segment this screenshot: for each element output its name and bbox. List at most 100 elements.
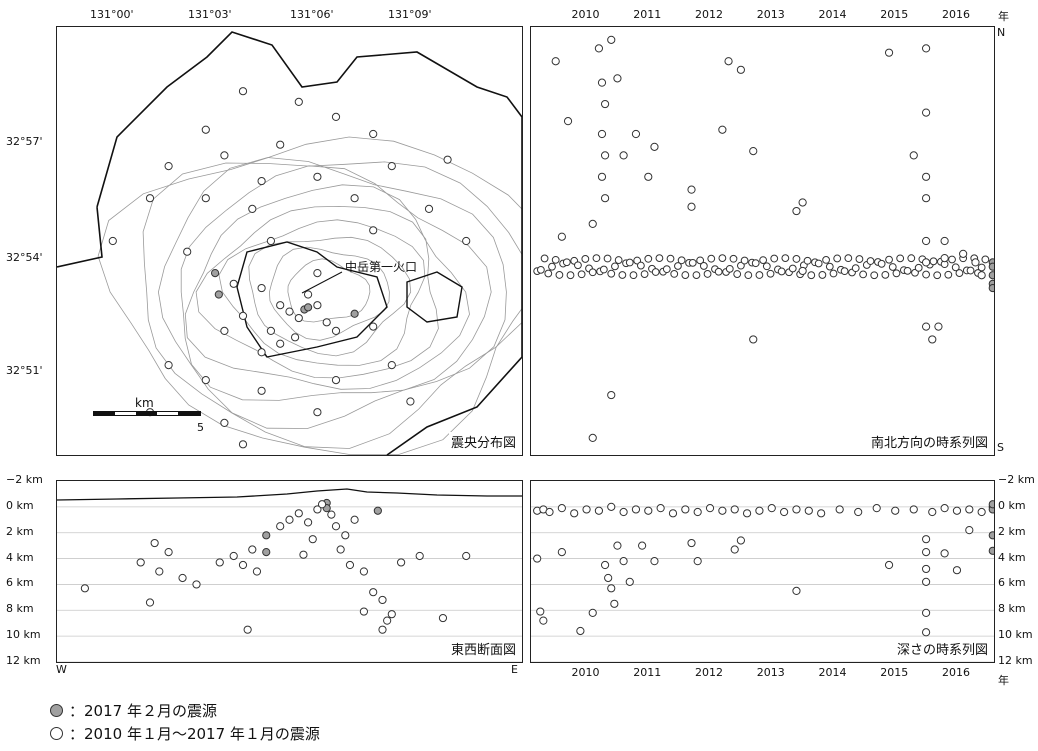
terrain-contour bbox=[218, 219, 426, 366]
epicenter-point bbox=[618, 271, 627, 279]
epicenter-point bbox=[266, 326, 275, 335]
epicenter-point bbox=[350, 194, 359, 203]
epicenter-point bbox=[238, 311, 248, 320]
epicenter-point bbox=[387, 361, 396, 370]
epicenter-point bbox=[803, 256, 812, 265]
epicenter-point bbox=[903, 266, 912, 275]
epicenter-point bbox=[397, 558, 406, 567]
epicenter-point bbox=[313, 301, 322, 310]
epicenter-point bbox=[164, 162, 173, 171]
epicenter-point bbox=[929, 257, 938, 266]
epicenter-point bbox=[729, 254, 738, 263]
epicenter-point bbox=[730, 545, 739, 554]
legend-recent: ：2017 年２月の震源 bbox=[50, 700, 217, 721]
epicenter-point bbox=[833, 254, 842, 263]
epicenter-point bbox=[755, 506, 764, 515]
epicenter-point bbox=[252, 567, 262, 576]
ns-year-tick: 2015 bbox=[880, 8, 909, 21]
epicenter-point bbox=[238, 440, 248, 449]
epicenter-point bbox=[136, 558, 145, 567]
epicenter-point bbox=[581, 255, 590, 263]
epicenter-point bbox=[696, 256, 705, 265]
epicenter-point bbox=[164, 361, 173, 370]
epicenter-point bbox=[563, 117, 573, 126]
lat-tick-1: 32°54' bbox=[6, 251, 43, 264]
epicenter-point bbox=[798, 198, 807, 207]
epicenter-point bbox=[192, 580, 201, 589]
epicenter-point bbox=[655, 254, 664, 263]
terrain-contour bbox=[157, 157, 507, 429]
ew-panel-label: 東西断面図 bbox=[448, 639, 518, 658]
depth-tick: 2 km bbox=[6, 524, 34, 538]
depth-tick: 6 km bbox=[6, 576, 34, 590]
epicenter-point bbox=[981, 255, 990, 264]
epicenter-point bbox=[636, 261, 645, 270]
epicenter-point bbox=[308, 535, 317, 544]
epicenter-point bbox=[145, 194, 155, 203]
epicenter-point bbox=[718, 125, 727, 134]
epicenter-point bbox=[736, 65, 745, 74]
epicenter-point bbox=[921, 577, 931, 586]
epicenter-point bbox=[730, 505, 739, 514]
depth-tick: 2 km bbox=[998, 524, 1026, 538]
epicenter-point bbox=[551, 57, 560, 66]
epicenter-point bbox=[909, 151, 918, 160]
epicenter-point bbox=[257, 283, 266, 293]
epicenter-point bbox=[597, 78, 607, 87]
epicenter-point bbox=[851, 264, 860, 273]
epicenter-point bbox=[294, 509, 303, 518]
epicenter-point bbox=[835, 505, 844, 514]
depth-year-unit: 年 bbox=[998, 674, 1009, 687]
terrain-contour bbox=[142, 161, 522, 449]
epicenter-point bbox=[350, 515, 359, 524]
epicenter-point bbox=[988, 262, 994, 271]
depth-year-tick: 2014 bbox=[818, 666, 847, 679]
topography-line bbox=[57, 488, 522, 501]
ns-year-tick: 2016 bbox=[941, 8, 970, 21]
epicenter-point bbox=[536, 607, 545, 616]
epicenter-point bbox=[555, 271, 564, 279]
legend-recent-text: ：2017 年２月の震源 bbox=[69, 702, 217, 720]
epicenter-point bbox=[592, 254, 601, 263]
epicenter-point bbox=[780, 507, 789, 517]
terrain-contour bbox=[97, 136, 522, 455]
epicenter-point bbox=[373, 506, 382, 515]
terrain-contour bbox=[248, 236, 412, 357]
epicenter-point bbox=[955, 269, 964, 277]
epicenter-point bbox=[822, 255, 830, 264]
epicenter-point bbox=[928, 507, 937, 517]
depth-tick: 0 km bbox=[6, 498, 34, 512]
epicenter-point bbox=[749, 335, 758, 344]
epicenter-point bbox=[948, 255, 956, 264]
epicenter-point bbox=[744, 271, 753, 280]
epicenter-point bbox=[792, 206, 801, 216]
epicenter-point bbox=[766, 269, 775, 278]
epicenter-point bbox=[238, 560, 248, 570]
epicenter-point bbox=[331, 112, 341, 121]
epicenter-point bbox=[262, 548, 271, 557]
ns-year-tick: 2013 bbox=[756, 8, 785, 21]
epicenter-point bbox=[921, 628, 931, 637]
scale-max-label: 5 bbox=[197, 421, 204, 434]
epicenter-point bbox=[921, 608, 931, 617]
epicenter-point bbox=[243, 625, 252, 634]
epicenter-point bbox=[557, 504, 566, 513]
epicenter-point bbox=[378, 595, 387, 605]
lon-tick-2: 131°06' bbox=[290, 8, 334, 21]
epicenter-point bbox=[582, 505, 591, 514]
epicenter-point bbox=[650, 142, 659, 151]
epicenter-point bbox=[687, 202, 696, 211]
epicenter-point bbox=[322, 318, 331, 327]
epicenter-point bbox=[378, 625, 387, 634]
epicenter-point bbox=[940, 549, 949, 558]
epicenter-point bbox=[988, 531, 994, 540]
epicenter-point bbox=[548, 262, 556, 271]
epicenter-point bbox=[462, 236, 471, 246]
epicenter-point bbox=[965, 505, 974, 514]
epicenter-point bbox=[952, 506, 962, 515]
ns-year-tick: 2011 bbox=[633, 8, 662, 21]
epicenter-point bbox=[551, 255, 560, 264]
terrain-contour bbox=[184, 184, 470, 390]
epicenter-point bbox=[299, 550, 308, 559]
epicenter-point bbox=[650, 557, 659, 566]
